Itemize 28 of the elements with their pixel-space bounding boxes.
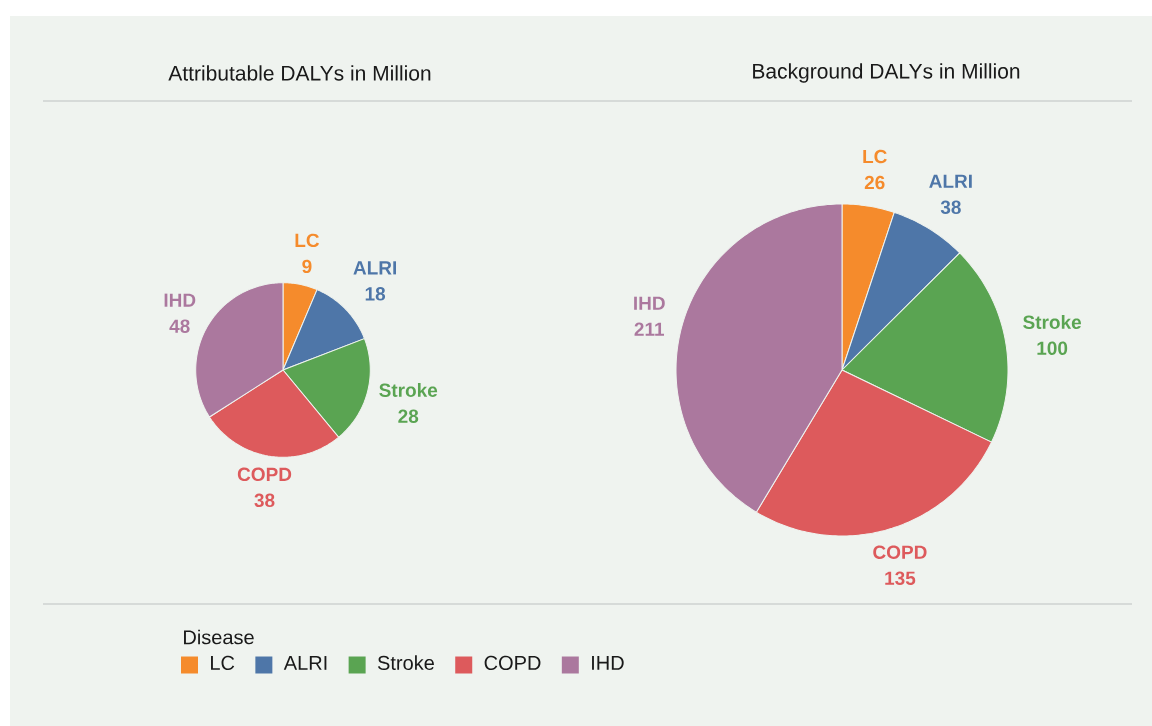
data-label: 135 — [885, 571, 916, 585]
data-label: 18 — [365, 287, 386, 301]
slice-label: COPD — [237, 467, 292, 482]
chart-title: Attributable DALYs in Million — [168, 65, 431, 81]
legend-label: IHD — [592, 656, 624, 670]
data-label: 28 — [398, 409, 419, 423]
legend-title: Disease — [184, 629, 254, 645]
slice-label: ALRI — [929, 174, 972, 188]
legend-label: ALRI — [283, 656, 327, 670]
legend-label: LC — [211, 655, 235, 670]
legend-label: COPD — [484, 655, 541, 670]
data-label: 38 — [254, 493, 275, 508]
slice-label: LC — [295, 233, 320, 248]
slice-label: Stroke — [1023, 315, 1082, 329]
data-label: 100 — [1037, 341, 1068, 355]
chart-title: Background DALYs in Million — [753, 63, 1020, 83]
data-label: 9 — [302, 259, 312, 274]
slice-label: Stroke — [379, 383, 438, 397]
data-label: 38 — [940, 200, 961, 215]
data-label: 48 — [169, 319, 190, 333]
slice-label: COPD — [873, 545, 927, 559]
data-label: 26 — [864, 175, 885, 190]
slice-label: IHD — [634, 296, 665, 310]
data-label: 211 — [634, 322, 665, 336]
slice-label: IHD — [164, 293, 196, 307]
slice-label: LC — [863, 149, 887, 164]
slice-label: ALRI — [353, 261, 397, 275]
legend-label: Stroke — [377, 655, 434, 670]
